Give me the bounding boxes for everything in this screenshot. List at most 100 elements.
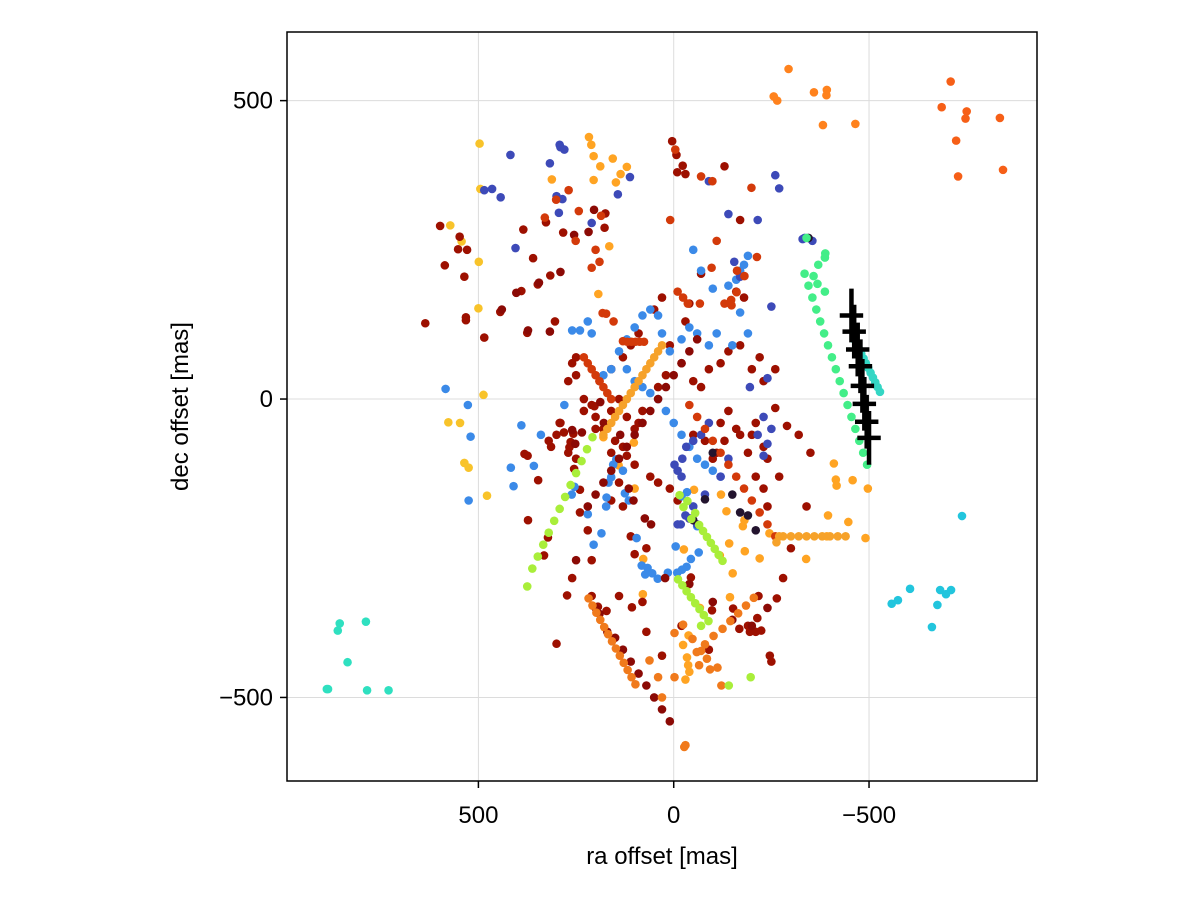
data-point-460 xyxy=(707,263,716,273)
data-point-467 xyxy=(574,206,584,216)
data-point-56 xyxy=(848,475,857,485)
data-point-269 xyxy=(597,529,606,538)
data-point-581 xyxy=(538,540,548,549)
data-point-179 xyxy=(735,341,745,350)
data-point-371 xyxy=(724,454,733,464)
data-point-213 xyxy=(528,253,538,263)
data-point-615 xyxy=(819,329,829,338)
data-point-319 xyxy=(638,311,647,320)
data-point-625 xyxy=(858,448,868,458)
data-point-66 xyxy=(638,589,648,599)
data-point-136 xyxy=(552,639,561,649)
data-point-90 xyxy=(533,475,543,485)
data-point-215 xyxy=(552,430,561,440)
data-point-201 xyxy=(622,412,632,422)
data-point-335 xyxy=(700,460,710,469)
data-point-390 xyxy=(700,495,710,504)
data-point-638 xyxy=(875,387,885,397)
data-point-124 xyxy=(545,271,555,280)
data-point-10 xyxy=(962,107,971,116)
data-point-117 xyxy=(479,333,489,342)
data-point-224 xyxy=(614,478,624,487)
data-point-449 xyxy=(670,145,680,154)
data-point-450 xyxy=(708,176,717,186)
data-point-170 xyxy=(774,472,784,481)
data-point-436 xyxy=(571,555,581,565)
data-point-67 xyxy=(679,545,689,554)
data-point-614 xyxy=(815,317,825,326)
data-point-13 xyxy=(951,136,961,145)
data-point-253 xyxy=(927,622,937,632)
data-point-252 xyxy=(957,511,967,521)
data-point-408 xyxy=(595,397,605,407)
data-point-609 xyxy=(809,271,818,281)
data-point-187 xyxy=(657,293,667,302)
data-point-554 xyxy=(631,680,640,689)
data-point-134 xyxy=(567,573,577,583)
data-point-476 xyxy=(598,308,607,318)
data-point-3 xyxy=(809,87,819,97)
data-point-610 xyxy=(800,269,809,279)
data-point-283 xyxy=(647,569,657,578)
data-point-99 xyxy=(707,606,717,615)
data-point-15 xyxy=(998,165,1008,175)
data-point-154 xyxy=(606,448,616,458)
data-point-216 xyxy=(544,436,554,446)
data-point-340 xyxy=(506,150,515,160)
data-point-307 xyxy=(735,308,745,317)
y-axis-label: dec offset [mas] xyxy=(167,322,194,491)
data-point-347 xyxy=(554,208,564,218)
data-point-217 xyxy=(563,448,573,458)
x-axis-label: ra offset [mas] xyxy=(586,843,738,870)
data-point-262 xyxy=(529,461,539,471)
data-point-544 xyxy=(713,663,722,672)
data-point-45 xyxy=(716,490,726,499)
data-point-407 xyxy=(570,439,580,449)
data-point-173 xyxy=(778,573,788,583)
data-point-585 xyxy=(560,492,570,502)
data-point-565 xyxy=(588,601,597,610)
data-point-122 xyxy=(519,225,528,234)
data-point-463 xyxy=(678,293,688,302)
data-point-111 xyxy=(435,221,445,231)
data-point-617 xyxy=(827,352,837,362)
data-point-588 xyxy=(577,456,586,466)
data-point-456 xyxy=(732,287,741,297)
data-point-71 xyxy=(682,653,692,662)
y-tick-label-2: −500 xyxy=(219,684,273,711)
data-point-461 xyxy=(695,299,705,308)
data-point-474 xyxy=(587,263,596,273)
data-point-31 xyxy=(595,161,605,171)
data-point-47 xyxy=(724,539,734,548)
data-point-336 xyxy=(708,466,718,475)
data-point-391 xyxy=(708,448,718,458)
data-point-392 xyxy=(728,490,737,499)
data-point-231 xyxy=(770,364,780,374)
data-point-294 xyxy=(672,568,682,578)
data-point-541 xyxy=(688,634,697,644)
data-point-208 xyxy=(731,424,741,434)
data-point-323 xyxy=(606,364,616,374)
data-point-414 xyxy=(646,520,656,529)
data-point-577 xyxy=(673,574,683,584)
data-point-291 xyxy=(686,554,696,564)
data-point-534 xyxy=(670,672,679,682)
data-point-11 xyxy=(961,114,970,123)
data-point-273 xyxy=(606,472,616,482)
data-point-395 xyxy=(751,526,761,535)
axis-ticks: 500 0 −500 500 0 −500 xyxy=(219,88,896,829)
data-point-25 xyxy=(482,491,492,501)
data-point-12 xyxy=(995,113,1005,123)
data-point-91 xyxy=(523,515,533,525)
data-point-468 xyxy=(564,185,573,195)
data-point-576 xyxy=(678,580,687,590)
data-point-571 xyxy=(699,610,709,620)
data-point-510 xyxy=(810,532,819,541)
data-point-29 xyxy=(584,132,594,142)
data-point-341 xyxy=(496,193,505,202)
data-point-587 xyxy=(571,468,581,478)
data-point-393 xyxy=(735,508,745,517)
data-point-352 xyxy=(625,172,635,182)
data-point-148 xyxy=(571,370,581,380)
data-point-270 xyxy=(601,502,611,511)
